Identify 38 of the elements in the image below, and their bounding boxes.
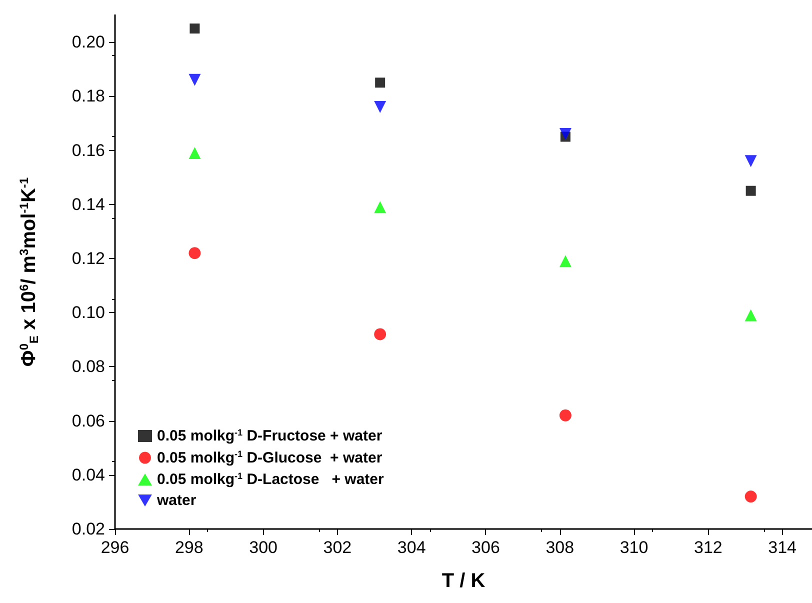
x-tick-label: 304 (397, 538, 426, 557)
point (374, 201, 386, 214)
x-tick-label: 296 (100, 538, 130, 557)
y-tick-label: 0.10 (72, 303, 105, 322)
x-tick-label: 298 (174, 538, 204, 557)
point (744, 309, 757, 322)
x-tick-label: 306 (472, 538, 500, 557)
x-tick-label: 308 (546, 538, 574, 557)
x-tick-label: 312 (694, 538, 722, 557)
x-axis-title: T / K (442, 570, 486, 592)
point (559, 128, 572, 140)
point (559, 255, 572, 268)
point (744, 155, 757, 168)
text: Φ0E x 106/ m3mol-1K-1 (17, 177, 41, 367)
y-tick-label: 0.12 (72, 248, 105, 268)
x-tick-label: 310 (620, 538, 648, 557)
y-tick-label: 0.02 (72, 520, 105, 538)
y-tick-label: 0.16 (72, 140, 105, 160)
point (188, 74, 201, 86)
x-tick-label: 302 (323, 538, 352, 557)
y-tick-label: 0.14 (72, 194, 105, 214)
y-tick-label: 0.18 (72, 86, 105, 106)
y-tick-label: 0.20 (72, 32, 105, 52)
y-tick-label: 0.06 (72, 411, 105, 430)
point (559, 409, 572, 422)
point (746, 186, 756, 196)
point (188, 146, 201, 159)
x-tick-label: 300 (249, 538, 278, 557)
point (375, 78, 386, 88)
y-tick-label: 0.04 (72, 465, 105, 484)
point (188, 247, 201, 260)
legend-label: water (156, 492, 196, 509)
point (190, 24, 200, 34)
y-tick-label: 0.08 (72, 357, 105, 376)
x-tick-label: 314 (768, 538, 797, 557)
point (374, 328, 386, 340)
point (744, 490, 757, 503)
point (374, 100, 386, 113)
